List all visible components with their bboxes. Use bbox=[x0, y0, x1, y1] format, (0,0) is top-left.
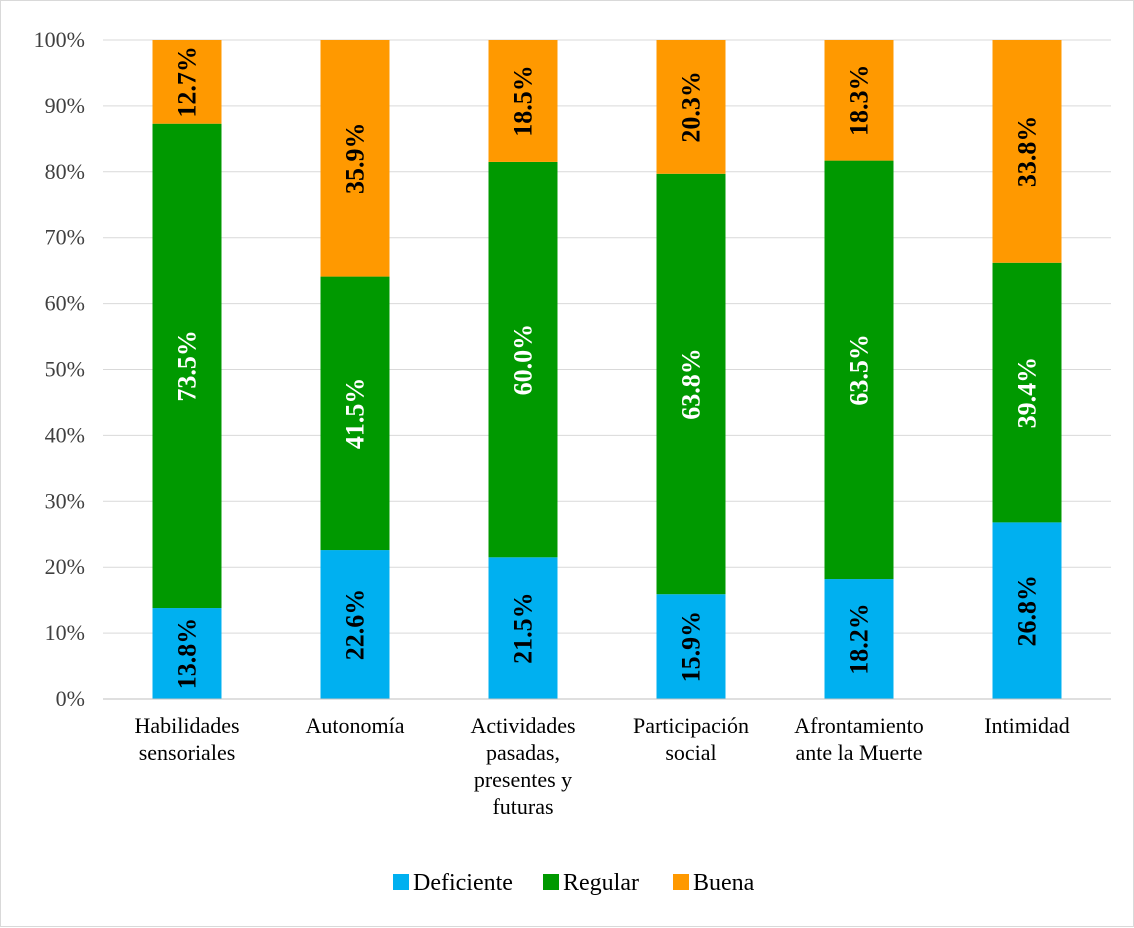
data-label: 20.3% bbox=[677, 71, 706, 142]
x-category-label: ante la Muerte bbox=[795, 740, 922, 765]
data-label: 60.0% bbox=[509, 324, 538, 396]
data-label: 63.5% bbox=[845, 334, 874, 406]
legend-swatch-regular bbox=[543, 874, 559, 890]
y-tick-label: 70% bbox=[45, 225, 85, 250]
bar-segment-buena bbox=[824, 40, 894, 161]
x-category-label: Habilidades bbox=[134, 713, 239, 738]
data-label: 39.4% bbox=[1013, 357, 1042, 429]
y-tick-label: 60% bbox=[45, 291, 85, 316]
bar-segment-buena bbox=[488, 40, 558, 162]
bar-segment-buena bbox=[656, 40, 726, 174]
x-category-label: Autonomía bbox=[306, 713, 405, 738]
x-category-label: social bbox=[665, 740, 716, 765]
data-label: 63.8% bbox=[677, 348, 706, 420]
x-category-label: pasadas, bbox=[486, 740, 560, 765]
y-tick-label: 10% bbox=[45, 620, 85, 645]
legend-swatch-buena bbox=[673, 874, 689, 890]
y-tick-label: 80% bbox=[45, 159, 85, 184]
data-label: 26.8% bbox=[1013, 575, 1042, 647]
x-category-label: Afrontamiento bbox=[794, 713, 924, 738]
bar-segment-deficiente bbox=[656, 594, 726, 699]
data-label: 41.5% bbox=[341, 378, 370, 450]
bar-segment-buena bbox=[992, 40, 1062, 263]
y-tick-label: 0% bbox=[56, 686, 85, 711]
x-category-label: Actividades bbox=[470, 713, 575, 738]
bar-segment-deficiente bbox=[992, 522, 1062, 699]
bar-segment-deficiente bbox=[152, 608, 222, 699]
legend-label: Buena bbox=[693, 870, 755, 896]
x-category-label: sensoriales bbox=[139, 740, 236, 765]
data-label: 13.8% bbox=[173, 618, 202, 690]
x-category-label: presentes y bbox=[474, 767, 572, 792]
bar-segment-regular bbox=[488, 161, 558, 558]
data-label: 12.7% bbox=[173, 46, 202, 118]
x-category-label: Participación bbox=[633, 713, 749, 738]
data-label: 18.5% bbox=[509, 65, 538, 136]
data-label: 22.6% bbox=[341, 589, 370, 661]
data-label: 15.9% bbox=[677, 611, 706, 683]
data-label: 18.2% bbox=[845, 603, 874, 675]
bar-segment-regular bbox=[152, 123, 222, 609]
bar-segment-deficiente bbox=[824, 579, 894, 699]
legend-label: Regular bbox=[563, 870, 639, 896]
data-label: 21.5% bbox=[509, 592, 538, 664]
bar-segment-buena bbox=[152, 40, 222, 124]
y-tick-label: 90% bbox=[45, 93, 85, 118]
y-tick-label: 100% bbox=[34, 27, 85, 52]
bar-segment-deficiente bbox=[488, 557, 558, 699]
bar-segment-regular bbox=[992, 262, 1062, 523]
bar-segment-regular bbox=[656, 173, 726, 595]
bar-segment-deficiente bbox=[320, 550, 390, 699]
x-category-label: futuras bbox=[492, 794, 553, 819]
y-tick-label: 30% bbox=[45, 488, 85, 513]
data-label: 35.9% bbox=[341, 123, 370, 195]
x-category-label: Intimidad bbox=[984, 713, 1070, 738]
legend-label: Deficiente bbox=[413, 870, 513, 896]
y-tick-label: 40% bbox=[45, 422, 85, 447]
data-label: 73.5% bbox=[173, 330, 202, 402]
y-tick-label: 50% bbox=[45, 357, 85, 382]
legend-swatch-deficiente bbox=[393, 874, 409, 890]
bar-segment-regular bbox=[320, 276, 390, 551]
y-tick-label: 20% bbox=[45, 554, 85, 579]
data-label: 18.3% bbox=[845, 65, 874, 136]
data-label: 33.8% bbox=[1013, 116, 1042, 188]
bar-segment-buena bbox=[320, 40, 390, 277]
bar-segment-regular bbox=[824, 160, 894, 580]
